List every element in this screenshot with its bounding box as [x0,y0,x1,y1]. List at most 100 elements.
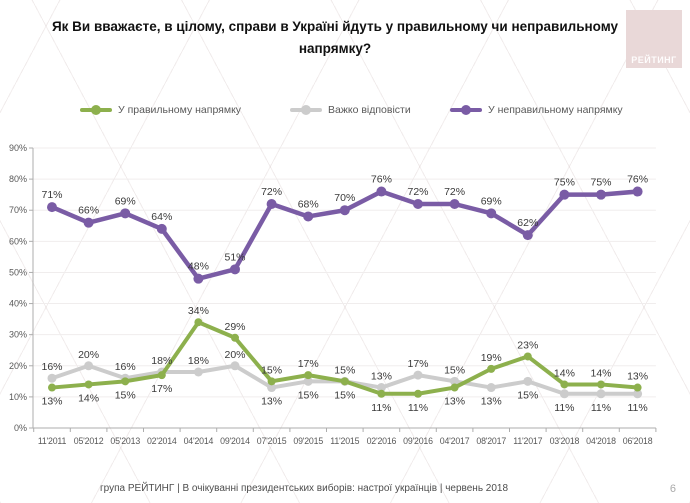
data-label: 11% [408,402,428,414]
data-label: 76% [371,174,392,186]
rating-logo-text: РЕЙТИНГ [631,55,677,65]
data-label: 20% [224,349,245,361]
rating-group-logo: РЕЙТИНГ [626,10,682,68]
data-label: 64% [151,211,172,223]
data-point [266,199,277,209]
data-label: 69% [481,195,502,207]
data-point [560,380,569,389]
data-label: 75% [554,177,575,189]
data-label: 16% [115,361,136,373]
data-point [231,333,239,342]
data-point [633,389,643,399]
data-label: 48% [188,261,209,273]
data-label: 29% [224,321,245,333]
data-point [120,208,131,219]
data-label: 14% [554,367,575,379]
legend-item-right-direction: У правильному напрямку [80,104,241,116]
data-point [194,318,203,327]
data-label: 69% [115,195,136,207]
data-label: 13% [41,396,62,408]
legend-item-wrong-direction: У неправильному напрямку [450,104,623,116]
data-point [156,223,167,234]
data-point [377,389,386,398]
data-point [193,273,204,284]
data-label: 15% [334,389,355,401]
data-point [84,361,94,371]
data-label: 68% [298,198,319,210]
x-tick-label: 05'2012 [74,436,104,446]
data-point [376,186,387,197]
data-label: 18% [151,355,172,367]
data-label: 13% [261,396,282,408]
legend-label-wrong-direction: У неправильному напрямку [488,104,623,116]
page-number: 6 [669,483,676,495]
x-tick-label: 03'2018 [550,436,580,446]
slide-title: Як Ви вважаєте, в цілому, справи в Украї… [51,19,619,56]
data-label: 23% [517,339,538,351]
x-tick-label: 11'2015 [330,436,359,446]
data-label: 72% [444,186,465,198]
x-tick-label: 11'2017 [513,436,542,446]
x-tick-label: 09'2016 [403,436,433,446]
data-label: 62% [517,217,538,229]
x-tick-label: 09'2015 [293,436,323,446]
x-tick-label: 02'2014 [147,436,177,446]
data-point [304,371,313,380]
data-point [84,380,93,389]
data-point [450,383,459,392]
data-point [596,389,606,399]
data-label: 72% [261,186,282,198]
x-tick-label: 06'2018 [623,436,653,446]
data-label: 15% [517,389,538,401]
data-point [267,383,277,393]
data-point [230,361,240,371]
legend-item-hard-to-say: Важко відповісти [290,104,411,116]
gray-line-marker-icon [290,105,322,115]
data-label: 13% [481,396,502,408]
data-label: 15% [334,364,355,376]
data-point [486,383,496,393]
data-point [193,367,203,377]
data-point [523,376,533,386]
data-label: 17% [407,358,428,370]
data-point [48,383,56,392]
y-tick-label: 50% [9,267,27,277]
data-point [559,189,570,200]
data-point [597,380,605,389]
data-label: 16% [41,361,62,373]
data-point [83,217,94,228]
data-label: 19% [481,352,502,364]
x-tick-label: 04'2017 [440,436,470,446]
data-point [47,202,57,213]
data-label: 11% [371,402,391,414]
data-label: 14% [78,392,99,404]
data-label: 15% [261,364,282,376]
data-point [523,352,532,361]
data-point [414,389,422,398]
data-point [487,364,496,373]
data-point [450,376,460,386]
data-label: 13% [627,371,648,383]
data-point [47,373,57,383]
data-label: 11% [591,402,611,414]
data-label: 76% [627,174,648,186]
data-point [303,376,313,386]
legend-label-hard-to-say: Важко відповісти [328,104,411,116]
data-point [632,186,643,197]
data-point [413,199,423,209]
y-tick-label: 10% [9,392,27,402]
data-point [559,389,569,399]
data-point [522,230,533,241]
x-tick-label: 04'2014 [184,436,214,446]
data-label: 75% [590,177,611,189]
data-label: 18% [188,355,209,367]
data-label: 51% [224,251,245,263]
data-label: 71% [41,189,62,201]
data-label: 17% [298,358,319,370]
data-point [449,199,460,209]
data-label: 11% [627,402,647,414]
data-label: 15% [115,389,136,401]
data-point [413,370,423,380]
data-point [267,377,276,386]
data-label: 72% [407,186,428,198]
